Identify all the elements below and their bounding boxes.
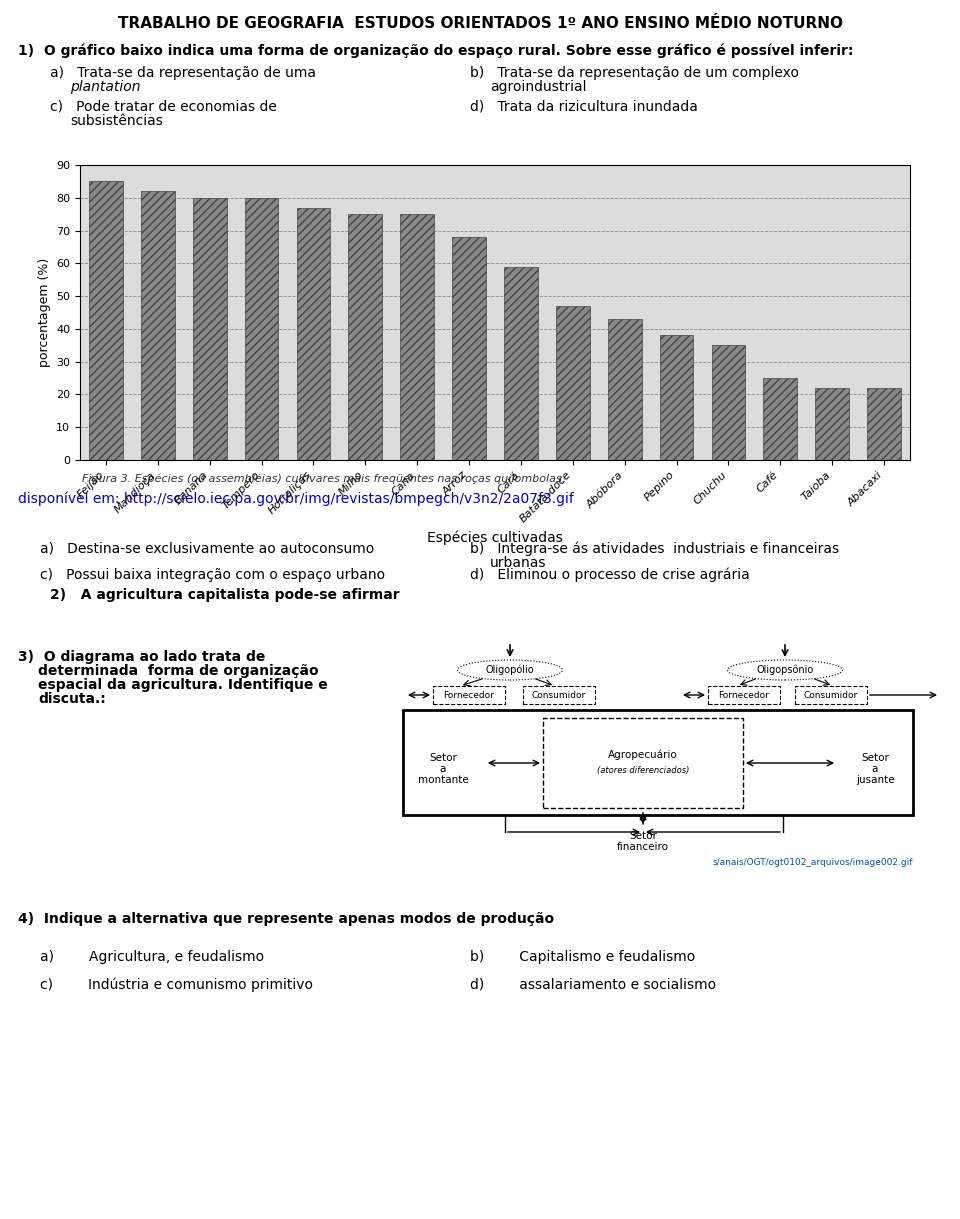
- Bar: [400, 215, 434, 460]
- Bar: [433, 686, 505, 705]
- Text: financeiro: financeiro: [617, 842, 669, 852]
- Bar: [141, 191, 175, 460]
- Text: c)   Pode tratar de economias de: c) Pode tratar de economias de: [50, 100, 276, 115]
- Text: 3)  O diagrama ao lado trata de: 3) O diagrama ao lado trata de: [18, 650, 265, 664]
- Text: a)        Agricultura, e feudalismo: a) Agricultura, e feudalismo: [40, 950, 264, 964]
- Bar: [763, 378, 797, 460]
- Text: d)   Eliminou o processo de crise agrária: d) Eliminou o processo de crise agrária: [470, 568, 750, 583]
- Text: Setor: Setor: [629, 831, 657, 841]
- Ellipse shape: [728, 659, 843, 680]
- Bar: [89, 182, 123, 460]
- Text: 2)   A agricultura capitalista pode-se afirmar: 2) A agricultura capitalista pode-se afi…: [50, 588, 399, 602]
- Text: 4)  Indique a alternativa que represente apenas modos de produção: 4) Indique a alternativa que represente …: [18, 912, 554, 926]
- Bar: [523, 686, 595, 705]
- Bar: [708, 686, 780, 705]
- Text: agroindustrial: agroindustrial: [490, 80, 587, 94]
- Text: b)   Integra-se ás atividades  industriais e financeiras: b) Integra-se ás atividades industriais …: [470, 542, 839, 557]
- Text: TRABALHO DE GEOGRAFIA  ESTUDOS ORIENTADOS 1º ANO ENSINO MÉDIO NOTURNO: TRABALHO DE GEOGRAFIA ESTUDOS ORIENTADOS…: [117, 16, 843, 30]
- Text: b)        Capitalismo e feudalismo: b) Capitalismo e feudalismo: [470, 950, 695, 964]
- Text: subsistências: subsistências: [70, 115, 163, 128]
- Bar: [348, 215, 382, 460]
- Ellipse shape: [458, 659, 563, 680]
- Bar: [867, 388, 900, 460]
- Text: urbanas: urbanas: [490, 556, 546, 570]
- Text: c)        Indústria e comunismo primitivo: c) Indústria e comunismo primitivo: [40, 978, 313, 992]
- Text: a: a: [872, 764, 878, 774]
- Text: Oligopólio: Oligopólio: [486, 664, 535, 675]
- X-axis label: Espécies cultivadas: Espécies cultivadas: [427, 530, 563, 545]
- Text: Oligopsônio: Oligopsônio: [756, 664, 814, 675]
- Text: disponível em: http://scielo.iec.pa.gov.br/img/revistas/bmpegch/v3n2/2a07f3.gif: disponível em: http://scielo.iec.pa.gov.…: [18, 492, 574, 507]
- Text: discuta.:: discuta.:: [38, 692, 106, 706]
- Text: a: a: [440, 764, 446, 774]
- Y-axis label: porcentagem (%): porcentagem (%): [37, 258, 51, 367]
- Bar: [815, 388, 849, 460]
- Bar: [193, 197, 227, 460]
- Text: Figura 3. Espécies (ou assembléias) cultivares mais freqüentes nas roças quilomb: Figura 3. Espécies (ou assembléias) cult…: [82, 473, 565, 484]
- Text: Agropecuário: Agropecuário: [608, 750, 678, 761]
- Text: s/anais/OGT/ogt0102_arquivos/image002.gif: s/anais/OGT/ogt0102_arquivos/image002.gi…: [712, 858, 913, 867]
- Text: Fornecedor: Fornecedor: [719, 690, 769, 700]
- Text: a)   Destina-se exclusivamente ao autoconsumo: a) Destina-se exclusivamente ao autocons…: [40, 542, 374, 556]
- Bar: [711, 345, 745, 460]
- Text: jusante: jusante: [855, 775, 895, 785]
- Bar: [504, 267, 538, 460]
- Text: determinada  forma de organização: determinada forma de organização: [38, 664, 319, 678]
- Text: Consumidor: Consumidor: [532, 690, 587, 700]
- Bar: [660, 335, 693, 460]
- Bar: [245, 197, 278, 460]
- Bar: [608, 319, 641, 460]
- Text: (atores diferenciados): (atores diferenciados): [597, 766, 689, 774]
- Text: plantation: plantation: [70, 80, 140, 94]
- Text: a)   Trata-se da representação de uma: a) Trata-se da representação de uma: [50, 66, 316, 80]
- Text: 1)  O gráfico baixo indica uma forma de organização do espaço rural. Sobre esse : 1) O gráfico baixo indica uma forma de o…: [18, 44, 853, 59]
- Bar: [543, 718, 743, 808]
- Text: Fornecedor: Fornecedor: [444, 690, 494, 700]
- Text: espacial da agricultura. Identifique e: espacial da agricultura. Identifique e: [38, 678, 327, 692]
- Bar: [403, 709, 913, 816]
- Text: b)   Trata-se da representação de um complexo: b) Trata-se da representação de um compl…: [470, 66, 799, 80]
- Text: montante: montante: [418, 775, 468, 785]
- Bar: [795, 686, 867, 705]
- Text: d)        assalariamento e socialismo: d) assalariamento e socialismo: [470, 978, 716, 992]
- Bar: [452, 238, 486, 460]
- Text: d)   Trata da rizicultura inundada: d) Trata da rizicultura inundada: [470, 100, 698, 115]
- Bar: [556, 306, 589, 460]
- Text: c)   Possui baixa integração com o espaço urbano: c) Possui baixa integração com o espaço …: [40, 568, 385, 581]
- Text: Consumidor: Consumidor: [804, 690, 858, 700]
- Bar: [297, 207, 330, 460]
- Text: Setor: Setor: [429, 753, 457, 763]
- Text: Setor: Setor: [861, 753, 889, 763]
